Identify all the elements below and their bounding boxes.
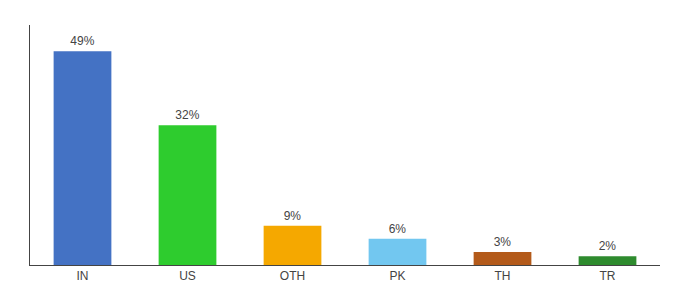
svg-text:OTH: OTH [280,269,305,283]
svg-text:IN: IN [77,269,89,283]
svg-text:TR: TR [600,269,616,283]
svg-text:49%: 49% [70,34,94,48]
svg-text:32%: 32% [175,108,199,122]
svg-text:6%: 6% [389,222,407,236]
svg-text:9%: 9% [284,209,302,223]
svg-text:US: US [179,269,196,283]
svg-text:3%: 3% [494,235,512,249]
svg-text:PK: PK [389,269,405,283]
svg-text:TH: TH [495,269,511,283]
svg-text:2%: 2% [599,239,617,253]
